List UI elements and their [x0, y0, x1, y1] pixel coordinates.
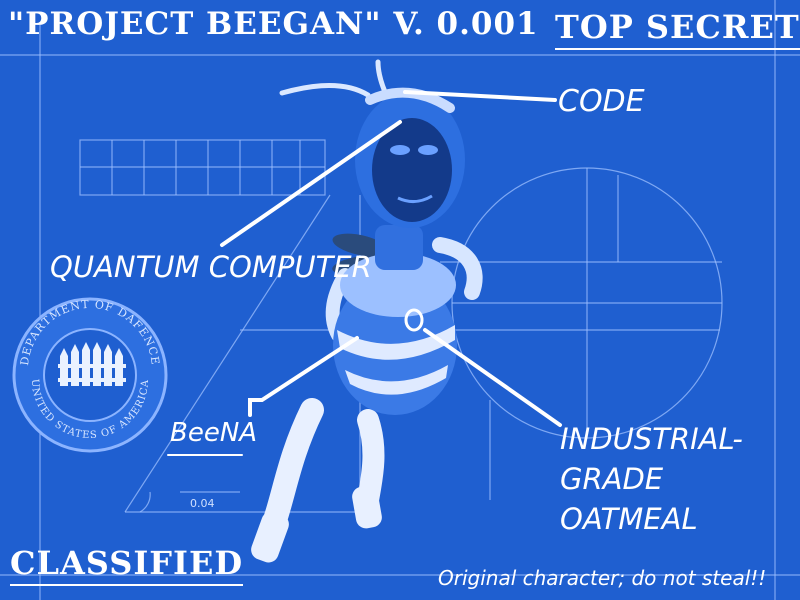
label-code: CODE: [558, 84, 645, 119]
label-oatmeal-line1: INDUSTRIAL-: [560, 422, 743, 456]
label-quantum-computer: QUANTUM COMPUTER: [50, 250, 372, 284]
label-oatmeal-line2: GRADE: [560, 462, 664, 496]
bee-character-illustration: [251, 59, 483, 563]
label-beena: BeeNA: [170, 418, 258, 448]
label-oatmeal-line3: OATMEAL: [560, 502, 698, 536]
top-secret-stamp: TOP SECRET: [555, 8, 800, 50]
classified-stamp: CLASSIFIED: [10, 544, 244, 586]
page-title: "PROJECT BEEGAN" V. 0.001: [8, 6, 539, 42]
footer-note: Original character; do not steal!!: [438, 566, 767, 590]
callout-lines: [167, 90, 562, 456]
dimension-label: 0.04: [190, 497, 215, 510]
department-seal-icon: DEPARTMENT OF DAFENCE UNITED STATES OF A…: [12, 297, 168, 453]
